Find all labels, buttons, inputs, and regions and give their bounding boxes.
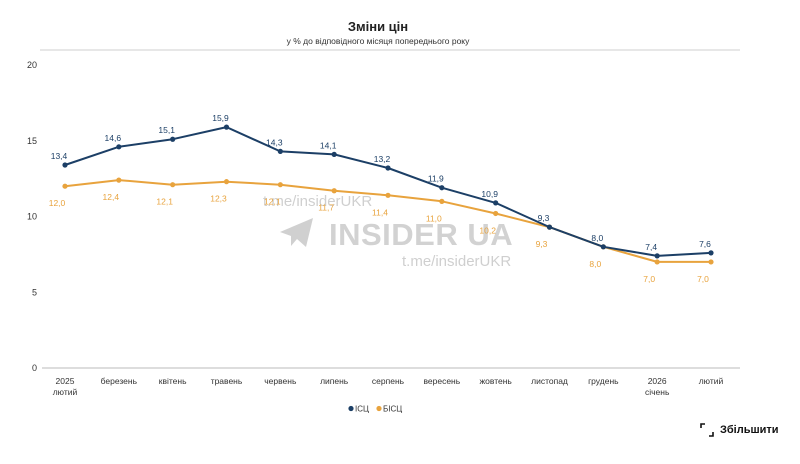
data-label: 7,0: [643, 274, 655, 284]
x-tick-label: липень: [320, 376, 349, 386]
y-tick-label: 15: [27, 136, 37, 146]
data-point: [223, 124, 230, 130]
series-layer: [62, 124, 714, 265]
x-tick-label: листопад: [531, 376, 568, 386]
x-tick-label: вересень: [423, 376, 460, 386]
data-label: 7,6: [699, 239, 711, 249]
data-point: [170, 136, 176, 142]
data-label: 12,1: [156, 197, 173, 207]
legend-label: ІСЦ: [355, 405, 369, 414]
data-point: [546, 224, 553, 230]
data-label: 15,9: [212, 113, 229, 123]
watermark-handle-bottom: t.me/insiderUKR: [402, 253, 511, 270]
x-tick-label: травень: [211, 376, 243, 386]
data-label: 9,3: [536, 239, 548, 249]
watermark-brand: INSIDER UA: [329, 217, 513, 252]
data-label: 11,4: [372, 207, 388, 217]
data-label: 8,0: [591, 233, 603, 243]
data-point: [654, 253, 660, 259]
data-point: [331, 188, 337, 194]
data-point: [654, 259, 660, 265]
zoom-button[interactable]: Збільшити: [700, 423, 779, 437]
zoom-label: Збільшити: [720, 424, 779, 436]
data-label: 11,7: [318, 203, 334, 213]
x-tick-label: червень: [264, 376, 297, 386]
data-label: 12,0: [49, 198, 66, 208]
data-labels: 12,0 12,4 12,1 12,3 12,1 11,7 11,4 11,0 10,2 9,3 8…: [49, 113, 711, 284]
data-label: 9,3: [538, 213, 550, 223]
chart-title: Зміни цін: [348, 19, 408, 34]
watermark: t.me/insiderUKR INSIDER UA t.me/insiderU…: [263, 193, 513, 270]
x-tick-label: серпень: [372, 376, 405, 386]
data-point: [331, 151, 337, 157]
legend-marker: [376, 405, 382, 412]
data-label: 14,3: [266, 137, 283, 147]
y-axis: 0 5 10 15 20: [27, 60, 37, 373]
data-point: [708, 250, 714, 256]
x-tick-label: грудень: [588, 376, 619, 386]
x-tick-label: січень: [645, 387, 670, 397]
data-point: [493, 200, 499, 206]
y-tick-label: 0: [32, 363, 37, 373]
x-tick-label: квітень: [159, 376, 187, 386]
data-point: [600, 244, 606, 250]
data-point: [385, 192, 391, 198]
data-label: 14,6: [105, 133, 122, 143]
data-point: [493, 210, 499, 217]
data-label: 8,0: [589, 259, 601, 269]
data-label: 12,1: [264, 197, 281, 207]
x-tick-label: лютий: [53, 387, 78, 397]
data-point: [116, 144, 122, 150]
data-label: 13,2: [374, 154, 391, 164]
legend-label: БІСЦ: [383, 405, 402, 414]
data-label: 15,1: [158, 125, 175, 135]
chart-subtitle: у % до відповідного місяця попереднього …: [287, 36, 470, 46]
data-point: [439, 198, 445, 204]
y-tick-label: 10: [27, 212, 37, 222]
data-label: 11,0: [426, 213, 442, 223]
data-point: [223, 179, 230, 185]
x-tick-label: жовтень: [479, 376, 512, 386]
legend: ІСЦ БІСЦ: [348, 405, 402, 414]
data-label: 10,9: [481, 189, 498, 199]
x-tick-label: березень: [101, 376, 138, 386]
telegram-icon: [280, 218, 313, 247]
data-point: [277, 148, 283, 154]
y-tick-label: 20: [27, 60, 37, 70]
data-point: [385, 165, 391, 171]
data-label: 7,0: [697, 274, 709, 284]
data-label: 14,1: [320, 140, 337, 150]
data-label: 10,2: [479, 225, 496, 235]
data-label: 11,9: [428, 174, 444, 184]
data-point: [116, 177, 122, 183]
data-label: 12,3: [210, 194, 227, 204]
data-point: [277, 182, 283, 188]
y-tick-label: 5: [32, 287, 37, 297]
expand-icon: [700, 423, 714, 437]
data-label: 13,4: [51, 151, 68, 161]
legend-marker: [348, 405, 354, 412]
data-point: [62, 162, 68, 168]
data-point: [439, 185, 445, 191]
x-tick-label: лютий: [699, 376, 724, 386]
data-label: 12,4: [103, 192, 120, 202]
x-tick-label: 2026: [648, 376, 667, 386]
data-point: [170, 182, 176, 188]
data-label: 7,4: [645, 242, 657, 252]
data-point: [708, 259, 714, 265]
data-point: [62, 183, 68, 189]
x-tick-label: 2025: [56, 376, 75, 386]
watermark-handle-top: t.me/insiderUKR: [263, 193, 372, 210]
